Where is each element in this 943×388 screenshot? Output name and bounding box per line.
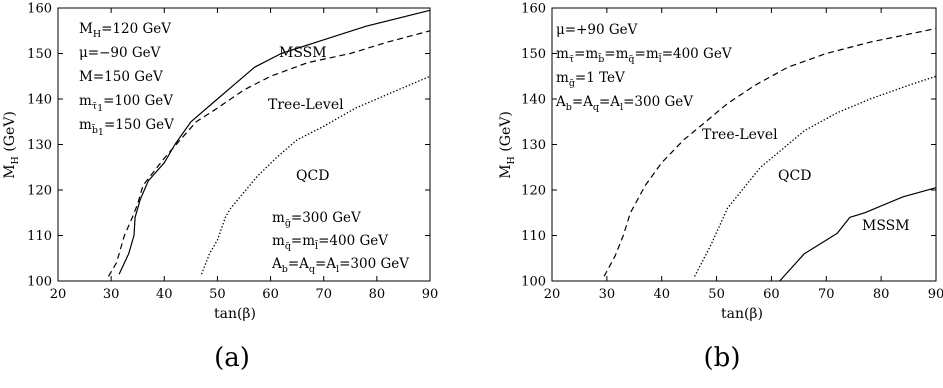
- panel-b-x-tick-label: 60: [763, 287, 780, 302]
- panel-a-annotation-m-squark: mq̃=ml̃=400 GeV: [272, 233, 388, 252]
- panel-b-annotation-mu: μ=+90 GeV: [556, 22, 638, 38]
- panel-a-series: [107, 9, 431, 277]
- panel-b-y-tick-label: 160: [521, 2, 546, 17]
- panel-b-x-tick-label: 20: [544, 287, 561, 302]
- panel-b-y-tick-label: 130: [521, 138, 546, 153]
- panel-a-annotation-mh: MH=120 GeV: [79, 21, 171, 40]
- panel-a-caption: (a): [214, 343, 250, 373]
- panel-b-curve-label-tree-level: Tree-Level: [702, 127, 778, 143]
- panel-b-chart: 20 30 40 50 60 70 80 90 100 110 120 130 140 150 160 ta…: [498, 2, 943, 374]
- panel-b-curve-label-mssm: MSSM: [862, 218, 910, 234]
- panel-a-x-tick-label: 30: [103, 287, 120, 302]
- panel-b-axes: 20 30 40 50 60 70 80 90 100 110 120 130 140 150 160: [521, 2, 943, 303]
- panel-a-x-tick-label: 40: [156, 287, 173, 302]
- panel-a-y-tick-label: 140: [27, 93, 52, 108]
- panel-b-x-axis-label: tan(β): [721, 306, 763, 322]
- panel-b-x-tick-label: 90: [928, 287, 943, 302]
- panel-a-x-tick-label: 60: [262, 287, 279, 302]
- panel-b-x-tick-label: 30: [599, 287, 616, 302]
- panel-b-y-tick-label: 150: [521, 47, 546, 62]
- panel-b-y-tick-label: 110: [521, 229, 546, 244]
- panel-b-series-qcd: [694, 75, 937, 277]
- panel-b-series-tree-level: [603, 27, 937, 277]
- panel-a-y-axis-label: MH (GeV): [2, 111, 21, 179]
- panel-a-chart: 20 30 40 50 60 70 80 90 100 110 120 130 140 150 160 ta…: [2, 2, 438, 374]
- panel-a-y-tick-label: 110: [27, 229, 52, 244]
- panel-a-annotation-m: M=150 GeV: [79, 69, 163, 85]
- panel-b-curve-label-qcd: QCD: [778, 168, 811, 184]
- panel-a-series-mssm: [118, 9, 431, 275]
- panel-b-y-tick-label: 100: [521, 275, 546, 290]
- panel-a-annotation-m-tau: mτ̃1=100 GeV: [79, 93, 173, 114]
- panel-b-y-axis-label: MH (GeV): [498, 111, 517, 179]
- panel-b-caption: (b): [704, 343, 741, 373]
- panel-b-x-tick-label: 70: [818, 287, 835, 302]
- panel-a-y-tick-label: 160: [27, 2, 52, 17]
- panel-a-x-tick-label: 90: [422, 287, 439, 302]
- panel-a-series-qcd: [200, 75, 431, 275]
- panel-a-y-tick-label: 130: [27, 138, 52, 153]
- panel-a-x-tick-label: 50: [209, 287, 226, 302]
- panel-b-y-tick-label: 140: [521, 93, 546, 108]
- panel-a-x-tick-label: 20: [50, 287, 67, 302]
- panel-a-curve-label-mssm: MSSM: [279, 45, 327, 61]
- panel-a-y-tick-label: 100: [27, 275, 52, 290]
- panel-b-y-tick-label: 120: [521, 184, 546, 199]
- panel-b-annotation-trilinear: Ab=Aq=Al=300 GeV: [555, 94, 693, 113]
- panel-b-x-tick-label: 80: [873, 287, 890, 302]
- panel-a-series-tree-level: [107, 30, 431, 277]
- panel-a-axes: 20 30 40 50 60 70 80 90 100 110 120 130 140 150 160: [27, 2, 438, 303]
- panel-a-y-tick-label: 150: [27, 47, 52, 62]
- panel-a-y-tick-label: 120: [27, 184, 52, 199]
- panel-a-x-tick-label: 70: [315, 287, 332, 302]
- panel-a-curve-label-qcd: QCD: [296, 168, 329, 184]
- panel-a-x-tick-label: 80: [369, 287, 386, 302]
- panel-b-series-mssm: [779, 187, 937, 282]
- panel-a-x-axis-label: tan(β): [214, 306, 256, 322]
- panel-a-annotation-trilinear: Ab=Aq=Al=300 GeV: [271, 256, 409, 275]
- panel-a-annotation-m-b: mb̃1=150 GeV: [79, 117, 174, 138]
- panel-b-series: [603, 27, 937, 282]
- panel-a-annotation-m-gluino: mg̃=300 GeV: [272, 210, 361, 229]
- panel-b-x-tick-label: 40: [653, 287, 670, 302]
- panel-a-curve-label-tree-level: Tree-Level: [268, 97, 344, 113]
- panel-a-annotation-mu: μ=−90 GeV: [79, 45, 161, 61]
- panel-b-annotation-sfermion-masses: mτ̃=mb̃=mq̃=ml̃=400 GeV: [556, 46, 732, 65]
- panel-b-annotation-m-gluino: mg̃=1 TeV: [556, 70, 625, 89]
- panel-b-x-tick-label: 50: [708, 287, 725, 302]
